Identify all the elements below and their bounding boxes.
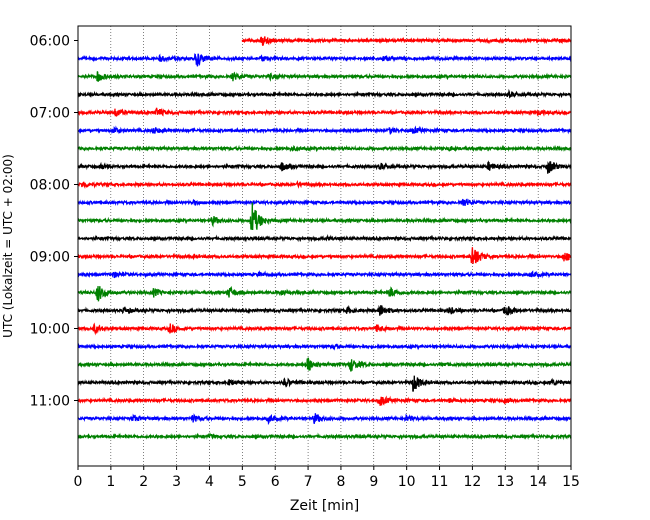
trace-0945 [77,304,572,316]
x-tick-label: 4 [205,474,214,490]
y-tick-label: 08:00 [30,178,70,194]
x-tick-label: 1 [106,474,115,490]
y-tick-label: 09:00 [30,250,70,266]
x-tick-label: 3 [172,474,181,490]
trace-1015 [77,342,572,351]
x-tick-label: 7 [304,474,313,490]
x-tick-label: 11 [431,474,449,490]
x-tick-label: 2 [139,474,148,490]
trace-1000 [77,322,572,336]
x-tick-label: 9 [369,474,378,490]
trace-0915 [77,270,572,279]
y-axis-ticks: 06:00 07:00 08:00 09:00 10:00 11:00 [30,34,78,410]
y-tick-label: 07:00 [30,106,70,122]
x-axis-ticks: 0 1 2 3 4 5 6 7 8 9 10 11 12 13 14 15 [74,466,580,490]
trace-0830 [77,202,572,231]
x-tick-label: 6 [271,474,280,490]
x-tick-label: 15 [562,474,580,490]
y-tick-label: 11:00 [30,394,70,410]
trace-0845 [77,233,572,243]
x-tick-label: 13 [496,474,514,490]
trace-0630 [77,71,572,82]
trace-0930 [77,286,572,302]
grid-lines [110,26,539,466]
x-tick-label: 12 [463,474,481,490]
trace-1115 [77,413,572,426]
trace-0900 [77,247,572,264]
y-axis-label: UTC (Lokalzeit = UTC + 02:00) [1,154,15,338]
x-tick-label: 14 [529,474,547,490]
trace-1100 [77,395,572,406]
trace-1030 [77,357,572,372]
plot-frame [77,25,572,467]
x-tick-label: 0 [74,474,83,490]
trace-0700 [77,107,572,118]
seismic-traces [77,36,572,441]
x-tick-label: 5 [238,474,247,490]
trace-1045 [77,375,572,392]
x-tick-label: 8 [336,474,345,490]
trace-0615 [77,53,572,67]
trace-0645 [77,88,572,99]
trace-0815 [77,198,572,207]
y-tick-label: 06:00 [30,34,70,50]
trace-0715 [77,125,572,136]
x-tick-label: 10 [398,474,416,490]
trace-0745 [77,160,572,174]
y-tick-label: 10:00 [30,322,70,338]
trace-0800 [77,180,572,189]
trace-0600 [241,36,572,46]
trace-0730 [77,144,572,153]
x-axis-label: Zeit [min] [290,498,359,514]
trace-1130 [77,431,572,441]
